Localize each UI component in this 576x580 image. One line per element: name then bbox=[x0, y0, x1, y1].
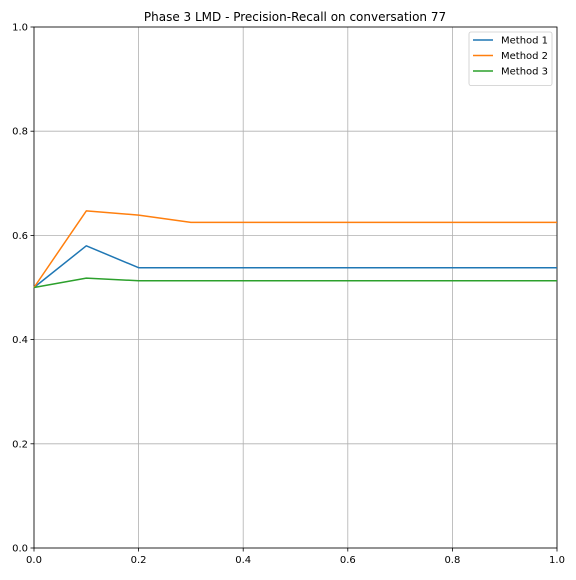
series-line-method-2 bbox=[33, 210, 557, 288]
x-tick-label: 0.6 bbox=[340, 555, 356, 566]
plot-area-frame bbox=[33, 26, 558, 549]
series-line-method-3 bbox=[33, 277, 557, 289]
y-tick-label: 0.2 bbox=[12, 439, 28, 450]
series-line-method-1 bbox=[33, 245, 557, 289]
y-tick-label: 0.8 bbox=[12, 127, 28, 138]
x-tick-label: 0.0 bbox=[26, 555, 42, 566]
legend-label-method-2: Method 2 bbox=[501, 51, 548, 62]
legend-items: Method 1 Method 2 Method 3 bbox=[473, 36, 548, 78]
x-tick-label: 0.4 bbox=[235, 555, 251, 566]
legend: Method 1 Method 2 Method 3 bbox=[468, 31, 553, 86]
grid-lines bbox=[33, 26, 558, 549]
legend-label-method-3: Method 3 bbox=[501, 67, 548, 78]
x-tick-label: 0.8 bbox=[444, 555, 460, 566]
x-axis-ticks: 0.0 0.2 0.4 0.6 0.8 1.0 bbox=[26, 548, 565, 566]
x-tick-label: 1.0 bbox=[549, 555, 565, 566]
series-lines bbox=[33, 210, 557, 289]
legend-box bbox=[468, 31, 553, 86]
x-tick-label: 0.2 bbox=[131, 555, 147, 566]
y-tick-label: 0.6 bbox=[12, 231, 28, 242]
y-tick-label: 1.0 bbox=[12, 23, 28, 34]
chart-title: Phase 3 LMD - Precision-Recall on conver… bbox=[144, 10, 446, 24]
y-axis-ticks: 0.0 0.2 0.4 0.6 0.8 1.0 bbox=[12, 23, 34, 555]
legend-label-method-1: Method 1 bbox=[501, 36, 548, 47]
y-tick-label: 0.0 bbox=[12, 544, 28, 555]
y-tick-label: 0.4 bbox=[12, 335, 28, 346]
